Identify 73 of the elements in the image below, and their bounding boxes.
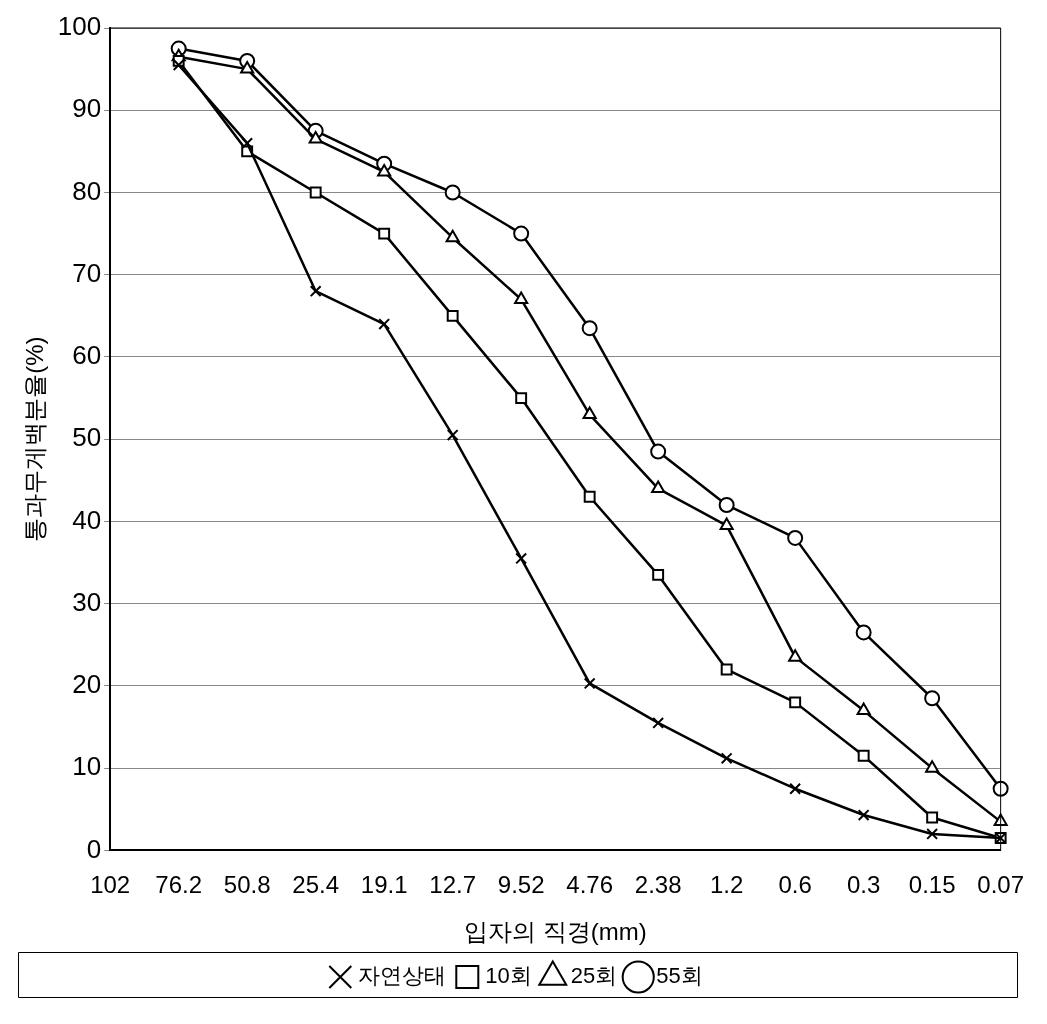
point xyxy=(309,186,322,199)
point xyxy=(719,517,734,531)
y-tick-label: 10 xyxy=(72,751,102,782)
point xyxy=(718,496,735,513)
point xyxy=(857,749,870,762)
legend-label: 25회 xyxy=(570,963,618,989)
y-tick-label: 20 xyxy=(72,669,102,700)
point xyxy=(789,696,802,709)
point xyxy=(240,61,255,74)
point xyxy=(855,624,872,641)
y-tick-label: 30 xyxy=(72,586,102,617)
point xyxy=(582,406,597,420)
x-tick-label: 12.7 xyxy=(429,871,477,899)
point xyxy=(787,529,804,546)
legend-label: 10회 xyxy=(485,963,532,989)
x-tick-label: 0.15 xyxy=(908,871,956,899)
x-tick-label: 76.2 xyxy=(155,871,203,899)
x-axis-title: 입자의 직경(mm) xyxy=(464,918,647,946)
point xyxy=(650,443,667,460)
point xyxy=(583,490,596,503)
point xyxy=(515,552,528,565)
x-tick-label: 102 xyxy=(90,871,131,899)
legend-label: 자연상태 xyxy=(358,963,447,989)
x-tick-label: 9.52 xyxy=(497,871,545,899)
x-tick-label: 4.76 xyxy=(566,871,614,899)
point xyxy=(926,828,939,840)
point xyxy=(788,649,803,662)
point xyxy=(924,690,941,707)
point xyxy=(926,811,939,824)
point xyxy=(652,568,665,581)
x-tick-label: 1.2 xyxy=(709,871,744,899)
point xyxy=(583,677,596,690)
point xyxy=(446,309,459,322)
y-tick-label: 100 xyxy=(57,11,102,42)
point xyxy=(857,809,870,821)
point xyxy=(377,163,392,177)
point xyxy=(515,392,528,405)
x-tick-label: 0.07 xyxy=(977,871,1024,899)
point xyxy=(444,184,461,201)
point xyxy=(992,780,1009,797)
y-tick-label: 80 xyxy=(72,175,102,206)
y-axis-title: 통과무게백분율(%) xyxy=(21,336,49,542)
point xyxy=(378,318,391,331)
legend-label: 55회 xyxy=(656,963,703,989)
point xyxy=(720,752,733,765)
point xyxy=(720,663,733,676)
point xyxy=(308,131,323,144)
y-tick-label: 70 xyxy=(72,257,102,288)
point xyxy=(513,225,530,242)
point xyxy=(241,137,254,150)
point xyxy=(378,227,391,240)
y-tick-label: 60 xyxy=(72,340,102,371)
x-tick-label: 50.8 xyxy=(223,871,271,899)
point xyxy=(651,480,666,494)
x-tick-label: 19.1 xyxy=(360,871,408,899)
point xyxy=(993,813,1008,827)
point xyxy=(789,782,802,795)
y-tick-label: 40 xyxy=(72,504,102,535)
x-tick-label: 2.38 xyxy=(634,871,682,899)
point xyxy=(309,285,322,298)
y-tick-label: 50 xyxy=(72,422,102,453)
x-tick-label: 0.6 xyxy=(778,871,812,899)
x-tick-label: 0.3 xyxy=(846,871,881,899)
y-tick-label: 0 xyxy=(86,833,102,864)
point xyxy=(925,760,940,773)
point xyxy=(856,702,871,716)
y-tick-label: 90 xyxy=(72,93,102,124)
point xyxy=(652,716,665,729)
point xyxy=(445,229,460,243)
x-tick-label: 25.4 xyxy=(292,871,340,899)
point xyxy=(446,429,459,442)
point xyxy=(581,320,598,337)
point xyxy=(514,291,529,304)
